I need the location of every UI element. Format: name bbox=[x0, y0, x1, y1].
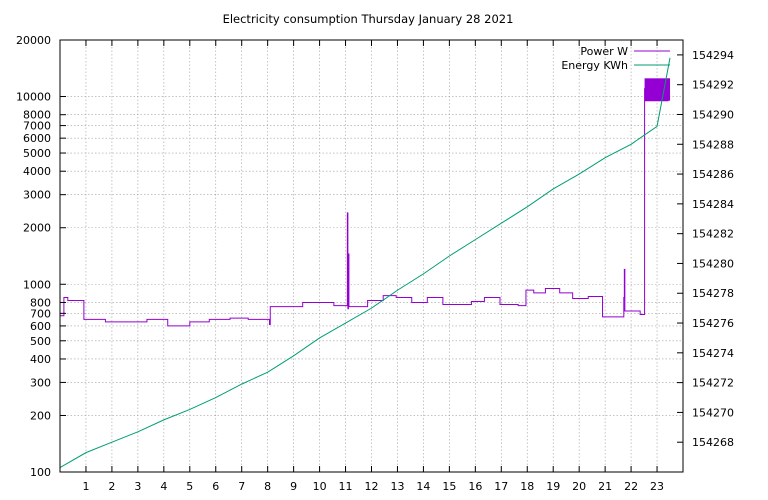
y-left-tick-label: 100 bbox=[30, 466, 51, 479]
y-right-tick-label: 154288 bbox=[692, 138, 734, 151]
legend-label: Energy KWh bbox=[561, 59, 628, 72]
energy-series-line bbox=[59, 57, 671, 468]
y-right-tick-label: 154290 bbox=[692, 108, 734, 121]
y-right-tick-label: 154276 bbox=[692, 317, 734, 330]
y-left-tick-label: 500 bbox=[30, 335, 51, 348]
x-tick-label: 6 bbox=[212, 480, 219, 493]
y-right-tick-label: 154274 bbox=[692, 347, 734, 360]
power-series-line bbox=[60, 78, 669, 327]
y-left-tick-label: 3000 bbox=[23, 189, 51, 202]
y-left-tick-label: 300 bbox=[30, 376, 51, 389]
x-tick-label: 10 bbox=[313, 480, 327, 493]
x-tick-label: 20 bbox=[572, 480, 586, 493]
x-tick-label: 23 bbox=[650, 480, 664, 493]
chart-title: Electricity consumption Thursday January… bbox=[223, 12, 514, 26]
y-right-tick-label: 154270 bbox=[692, 406, 734, 419]
y-right-tick-label: 154284 bbox=[692, 198, 734, 211]
y-right-tick-label: 154292 bbox=[692, 79, 734, 92]
x-tick-label: 13 bbox=[390, 480, 404, 493]
x-tick-label: 14 bbox=[416, 480, 430, 493]
x-tick-label: 12 bbox=[365, 480, 379, 493]
x-tick-label: 19 bbox=[546, 480, 560, 493]
y-right-tick-label: 154286 bbox=[692, 168, 734, 181]
y-left-tick-label: 10000 bbox=[16, 91, 51, 104]
y-left-tick-label: 1000 bbox=[23, 278, 51, 291]
y-right-tick-label: 154272 bbox=[692, 377, 734, 390]
x-tick-label: 3 bbox=[134, 480, 141, 493]
x-tick-label: 1 bbox=[82, 480, 89, 493]
power-band bbox=[644, 78, 671, 101]
y-left-tick-label: 800 bbox=[30, 296, 51, 309]
x-tick-label: 11 bbox=[339, 480, 353, 493]
x-tick-label: 21 bbox=[598, 480, 612, 493]
x-tick-label: 18 bbox=[520, 480, 534, 493]
grid bbox=[60, 39, 683, 473]
x-tick-label: 7 bbox=[238, 480, 245, 493]
y-right-tick-label: 154268 bbox=[692, 436, 734, 449]
y-left-tick-label: 6000 bbox=[23, 132, 51, 145]
y-right-tick-label: 154278 bbox=[692, 287, 734, 300]
plot-area-frame bbox=[59, 39, 684, 473]
ticks: 1 2 3 4 5 6 7 8 9 10 11 12 13 14 15 16 17 18 19 20 21 22 23100… bbox=[16, 34, 734, 493]
x-tick-label: 4 bbox=[160, 480, 167, 493]
y-right-tick-label: 154280 bbox=[692, 257, 734, 270]
y-left-tick-label: 400 bbox=[30, 353, 51, 366]
y-left-tick-label: 700 bbox=[30, 307, 51, 320]
y-left-tick-label: 200 bbox=[30, 409, 51, 422]
x-tick-label: 22 bbox=[624, 480, 638, 493]
y-right-tick-label: 154282 bbox=[692, 228, 734, 241]
x-tick-label: 17 bbox=[494, 480, 508, 493]
x-tick-label: 5 bbox=[186, 480, 193, 493]
x-tick-label: 2 bbox=[108, 480, 115, 493]
series-layer bbox=[59, 57, 671, 468]
y-left-tick-label: 7000 bbox=[23, 120, 51, 133]
y-left-tick-label: 600 bbox=[30, 320, 51, 333]
y-right-tick-label: 154294 bbox=[692, 49, 734, 62]
y-left-tick-label: 2000 bbox=[23, 222, 51, 235]
x-tick-label: 15 bbox=[442, 480, 456, 493]
y-left-tick-label: 5000 bbox=[23, 147, 51, 160]
y-left-tick-label: 8000 bbox=[23, 109, 51, 122]
legend-label: Power W bbox=[580, 45, 628, 58]
y-left-tick-label: 4000 bbox=[23, 165, 51, 178]
x-tick-label: 16 bbox=[468, 480, 482, 493]
y-left-tick-label: 20000 bbox=[16, 34, 51, 47]
x-tick-label: 9 bbox=[290, 480, 297, 493]
x-tick-label: 8 bbox=[264, 480, 271, 493]
